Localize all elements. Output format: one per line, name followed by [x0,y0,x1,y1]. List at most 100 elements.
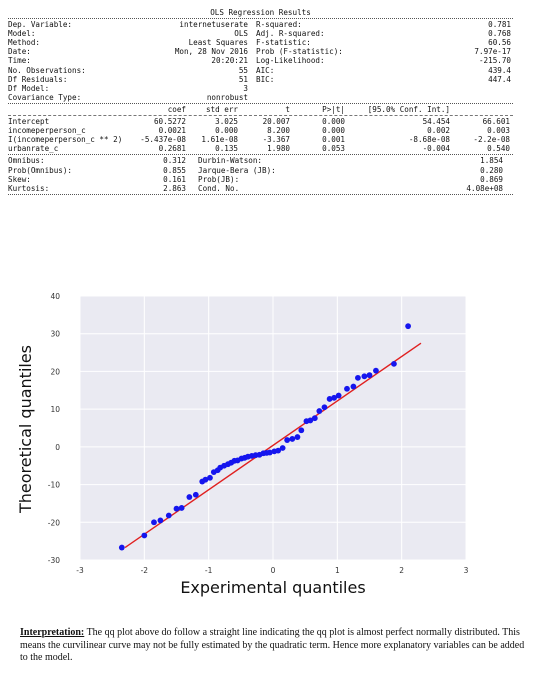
coef-cell: 0.000 [322,117,345,127]
stat-value: 0.161 [163,174,186,184]
column-header [450,105,510,114]
y-tick-label: 0 [55,443,60,452]
divider [8,115,513,117]
data-point [311,415,318,422]
stat-value: 0.869 [480,174,503,184]
ols-summary: OLS Regression Results Dep. Variable: int… [8,8,513,196]
data-point [279,445,286,451]
stat-label: Prob (F-statistic): [256,47,343,57]
data-point [151,519,157,526]
stat-label: Date: [8,47,31,57]
stat-value: 439.4 [488,65,511,75]
model-info-row: Dep. Variable: internetuserate R-squared: 0… [8,20,513,29]
data-point [178,505,185,511]
stat-value: 51 [238,74,248,84]
stat-value: Least Squares [188,38,248,48]
coef-cell: 0.001 [322,135,345,145]
column-header: coef [167,104,186,114]
data-point [298,427,305,434]
data-point [118,544,125,551]
column-header: std err [205,104,238,114]
data-point [361,373,368,380]
stat-value: nonrobust [206,92,248,102]
fit-line [124,342,422,549]
data-point [165,512,172,519]
stat-value: 447.4 [488,74,511,84]
coef-row: Intercept 60.5272 3.025 20.007 0.000 54.454 66… [8,117,513,126]
interpretation-body: The qq plot above do follow a straight l… [20,627,525,663]
grid [79,295,467,561]
model-info-row: Df Residuals: 51 BIC: 447.4 [8,75,513,84]
term-name: urbanrate_c [8,144,59,154]
stat-label: Method: [8,38,41,48]
stat-label: Log-Likelihood: [256,56,325,66]
model-info-row: No. Observations: 55 AIC: 439.4 [8,66,513,75]
data-point [391,360,397,367]
term-name: I(incomeperperson_c ** 2) [8,135,123,145]
coef-cell: 0.2681 [158,144,186,154]
divider [8,193,513,195]
data-point [192,491,199,498]
data-point [207,474,213,481]
coef-cell: 1.61e-08 [201,135,238,145]
column-header: [95.0% Conf. Int.] [367,104,450,114]
coef-cell: -5.437e-08 [140,135,186,145]
data-point [355,374,361,381]
x-tick-label: 3 [464,566,469,575]
x-tick-label: -1 [205,566,213,575]
stat-value: 2.863 [163,183,186,193]
coef-cell: 0.0021 [158,126,186,136]
data-point [266,449,273,456]
stat-label: F-statistic: [256,38,311,48]
term-name: Intercept [8,117,50,127]
stat-label: Prob(Omnibus): [8,165,73,175]
stat-value: OLS [234,29,248,39]
interpretation-heading: Interpretation: [20,627,85,638]
data-point [344,385,350,392]
stat-label: Prob(JB): [198,174,240,184]
data-point [141,532,148,539]
x-tick-label: -3 [76,566,84,575]
data-point [307,417,314,424]
data-points [118,323,411,551]
coef-cell: 0.540 [487,144,510,154]
coef-header-row: coef std err t P>|t| [95.0% Conf. Int.] [8,105,513,114]
coef-cell: 0.003 [487,126,510,136]
stat-value: 7.97e-17 [474,47,511,57]
coef-cell: 66.601 [482,117,510,127]
x-tick-label: 2 [399,566,404,575]
coef-cell: 0.000 [322,126,345,136]
column-header: P>|t| [322,104,345,114]
stat-label [248,84,411,93]
data-point [335,392,342,399]
interpretation-paragraph: Interpretation: The qq plot above do fol… [20,627,525,665]
diagnostic-row: Kurtosis: 2.863 Cond. No. 4.08e+08 [8,184,513,193]
coef-table: Intercept 60.5272 3.025 20.007 0.000 54.454 66… [8,117,513,153]
stat-value: 0.781 [488,20,511,30]
stat-label: R-squared: [256,20,302,30]
stat-label: BIC: [256,74,275,84]
stat-value [411,84,511,93]
data-point [275,447,282,454]
data-point [157,517,164,524]
coef-cell: 0.053 [322,144,345,154]
diagnostic-row: Prob(Omnibus): 0.855 Jarque-Bera (JB): 0.28… [8,166,513,175]
coef-row: I(incomeperperson_c ** 2) -5.437e-08 1.61e… [8,135,513,144]
coef-cell: -8.68e-08 [408,135,450,145]
stat-label: Covariance Type: [8,92,82,102]
divider [8,102,513,104]
data-point [284,437,291,443]
reference-line [124,342,422,549]
coef-cell: -2.2e-08 [473,135,510,145]
stat-value: internetuserate [179,20,248,30]
stat-value: 0.312 [163,156,186,166]
model-info-row: Model: OLS Adj. R-squared: 0.768 [8,29,513,38]
diagnostic-row: Omnibus: 0.312 Durbin-Watson: 1.854 [8,156,513,165]
stat-value: 1.854 [480,156,503,166]
x-tick-label: 0 [271,566,276,575]
model-info-row: Method: Least Squares F-statistic: 60.56 [8,38,513,47]
stat-label: Jarque-Bera (JB): [198,165,276,175]
model-info-row: Date: Mon, 28 Nov 2016 Prob (F-statistic):… [8,47,513,56]
stat-label [248,93,411,102]
